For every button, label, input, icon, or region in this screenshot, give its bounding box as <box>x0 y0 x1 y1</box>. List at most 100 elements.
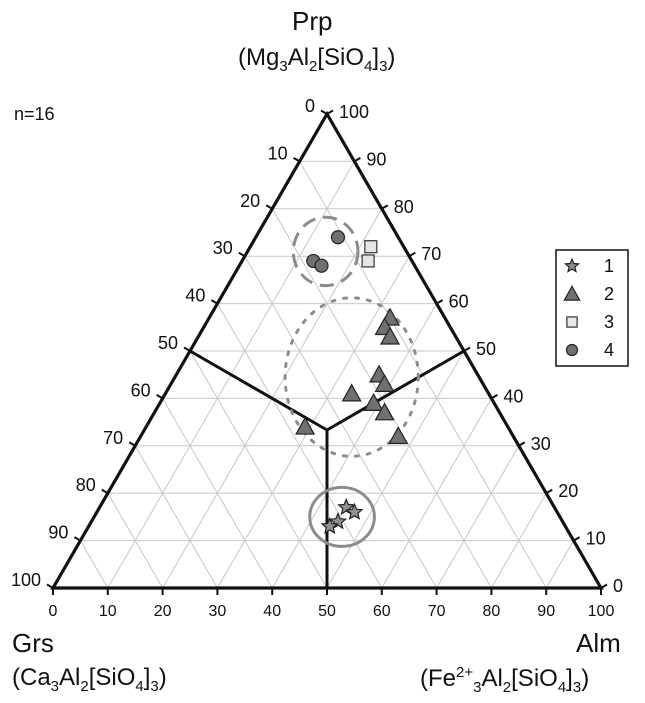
formula-part: (Mg <box>238 44 280 71</box>
legend-marker-circle <box>565 343 579 357</box>
grid-line-alm <box>545 540 575 589</box>
field-boundary-line <box>189 349 328 432</box>
tick-label-alm: 60 <box>373 603 391 620</box>
formula-part: ] <box>566 665 573 692</box>
legend-marker-triangle <box>563 285 581 301</box>
legend: 1 2 3 4 <box>555 249 629 367</box>
formula-part: Al <box>481 665 503 692</box>
vertex-right-name: Alm <box>576 628 621 658</box>
data-point-series-4 <box>330 230 346 245</box>
tick-label-alm: 20 <box>154 603 172 620</box>
data-point-series-2 <box>363 392 384 411</box>
tick-mark-right <box>490 394 498 400</box>
tick-mark-left <box>238 251 246 258</box>
grid-line-grs <box>189 350 328 589</box>
vertex-top-name: Prp <box>292 6 333 36</box>
tick-label-alm: 0 <box>49 603 58 620</box>
formula-part: (Ca <box>12 664 51 691</box>
tick-label-alm: 10 <box>99 603 117 620</box>
tick-label-alm: 40 <box>263 603 281 620</box>
grid-line-alm <box>381 398 492 589</box>
group-outline-solid <box>308 485 376 548</box>
tick-mark-right <box>600 583 608 589</box>
tick-mark-right <box>545 488 553 495</box>
tick-label-grs: 0 <box>305 96 315 116</box>
tick-mark-right <box>353 157 361 163</box>
legend-label: 1 <box>604 256 614 276</box>
tick-label-alm: 70 <box>428 603 446 620</box>
tick-label-alm: 80 <box>483 603 501 620</box>
tick-label-alm: 30 <box>209 603 227 620</box>
data-point-series-4 <box>314 258 329 273</box>
formula-part: 3 <box>150 677 159 695</box>
grid-line-alm <box>326 350 465 589</box>
field-boundary-line <box>326 349 465 432</box>
data-point-series-3 <box>364 240 378 254</box>
tick-label-grs: 50 <box>158 333 178 353</box>
tick-label-grs: 10 <box>268 143 288 163</box>
formula-part: 2 <box>80 677 89 695</box>
data-point-series-3 <box>361 254 375 268</box>
tick-label-prp: 10 <box>586 529 606 549</box>
tick-label-prp: 70 <box>421 244 441 264</box>
sample-count: n=16 <box>14 104 55 124</box>
legend-label: 4 <box>604 340 614 360</box>
formula-part: 3 <box>50 677 60 695</box>
tick-label-grs: 70 <box>103 428 123 448</box>
formula-part: ] <box>372 44 380 71</box>
data-points <box>295 230 409 535</box>
data-point-series-2 <box>380 326 401 345</box>
grid-line-grs <box>107 492 164 589</box>
group-outline-dashed <box>291 215 360 288</box>
tick-mark-left <box>128 441 136 447</box>
tick-mark-left <box>183 346 191 352</box>
grid-line-alm <box>490 492 547 589</box>
legend-label: 2 <box>604 284 614 304</box>
vertex-left-name: Grs <box>12 628 54 658</box>
tick-mark-right <box>408 251 416 258</box>
tick-label-prp: 30 <box>531 434 551 454</box>
vertex-right-formula: (Fe2+3Al2[SiO4]3) <box>420 664 589 696</box>
data-point-series-2 <box>374 402 395 421</box>
tick-labels: 0 0 0 10 10 10 20 20 20 30 30 30 40 40 40 50 50 50 60 60 60 7… <box>11 96 623 620</box>
group-outline-dotted <box>283 296 420 458</box>
vertex-left-formula: (Ca3Al2[SiO4]3) <box>12 664 167 695</box>
tick-label-prp: 100 <box>339 102 369 122</box>
tick-label-grs: 20 <box>240 191 260 211</box>
tick-mark-right <box>436 299 444 305</box>
tick-label-prp: 50 <box>476 339 496 359</box>
formula-part: [SiO <box>317 44 365 71</box>
formula-part: Al <box>287 44 310 71</box>
data-point-series-1 <box>320 516 339 535</box>
tick-label-grs: 40 <box>185 286 205 306</box>
tick-label-prp: 80 <box>394 197 414 217</box>
data-point-series-2 <box>295 416 316 435</box>
formula-part: ] <box>143 664 151 691</box>
tick-label-alm: 50 <box>318 603 336 620</box>
legend-marker-square <box>566 316 578 328</box>
tick-mark-right <box>381 204 389 210</box>
tick-mark-left <box>46 583 54 589</box>
grid-line-grs <box>79 540 109 589</box>
tick-label-grs: 60 <box>131 380 151 400</box>
formula-part: 3 <box>379 57 388 75</box>
formula-part: (Fe <box>420 665 456 692</box>
tick-mark-left <box>101 488 109 495</box>
data-point-series-2 <box>388 426 409 445</box>
formula-part: Al <box>59 664 81 691</box>
tick-mark-left <box>293 157 301 163</box>
data-point-series-2 <box>341 383 362 402</box>
tick-mark-left <box>73 536 81 542</box>
tick-mark-right <box>518 441 526 447</box>
tick-label-prp: 20 <box>558 481 578 501</box>
grid-line-grs <box>162 398 273 589</box>
tick-mark-right <box>326 109 334 115</box>
legend-label: 3 <box>604 312 614 332</box>
formula-part: 2 <box>502 678 512 696</box>
tick-label-grs: 100 <box>11 570 41 590</box>
tick-label-grs: 30 <box>213 238 233 258</box>
vertex-top-formula: (Mg3Al2[SiO4]3) <box>238 44 395 75</box>
formula-part: 2+ <box>456 664 474 681</box>
data-point-series-2 <box>374 373 395 392</box>
